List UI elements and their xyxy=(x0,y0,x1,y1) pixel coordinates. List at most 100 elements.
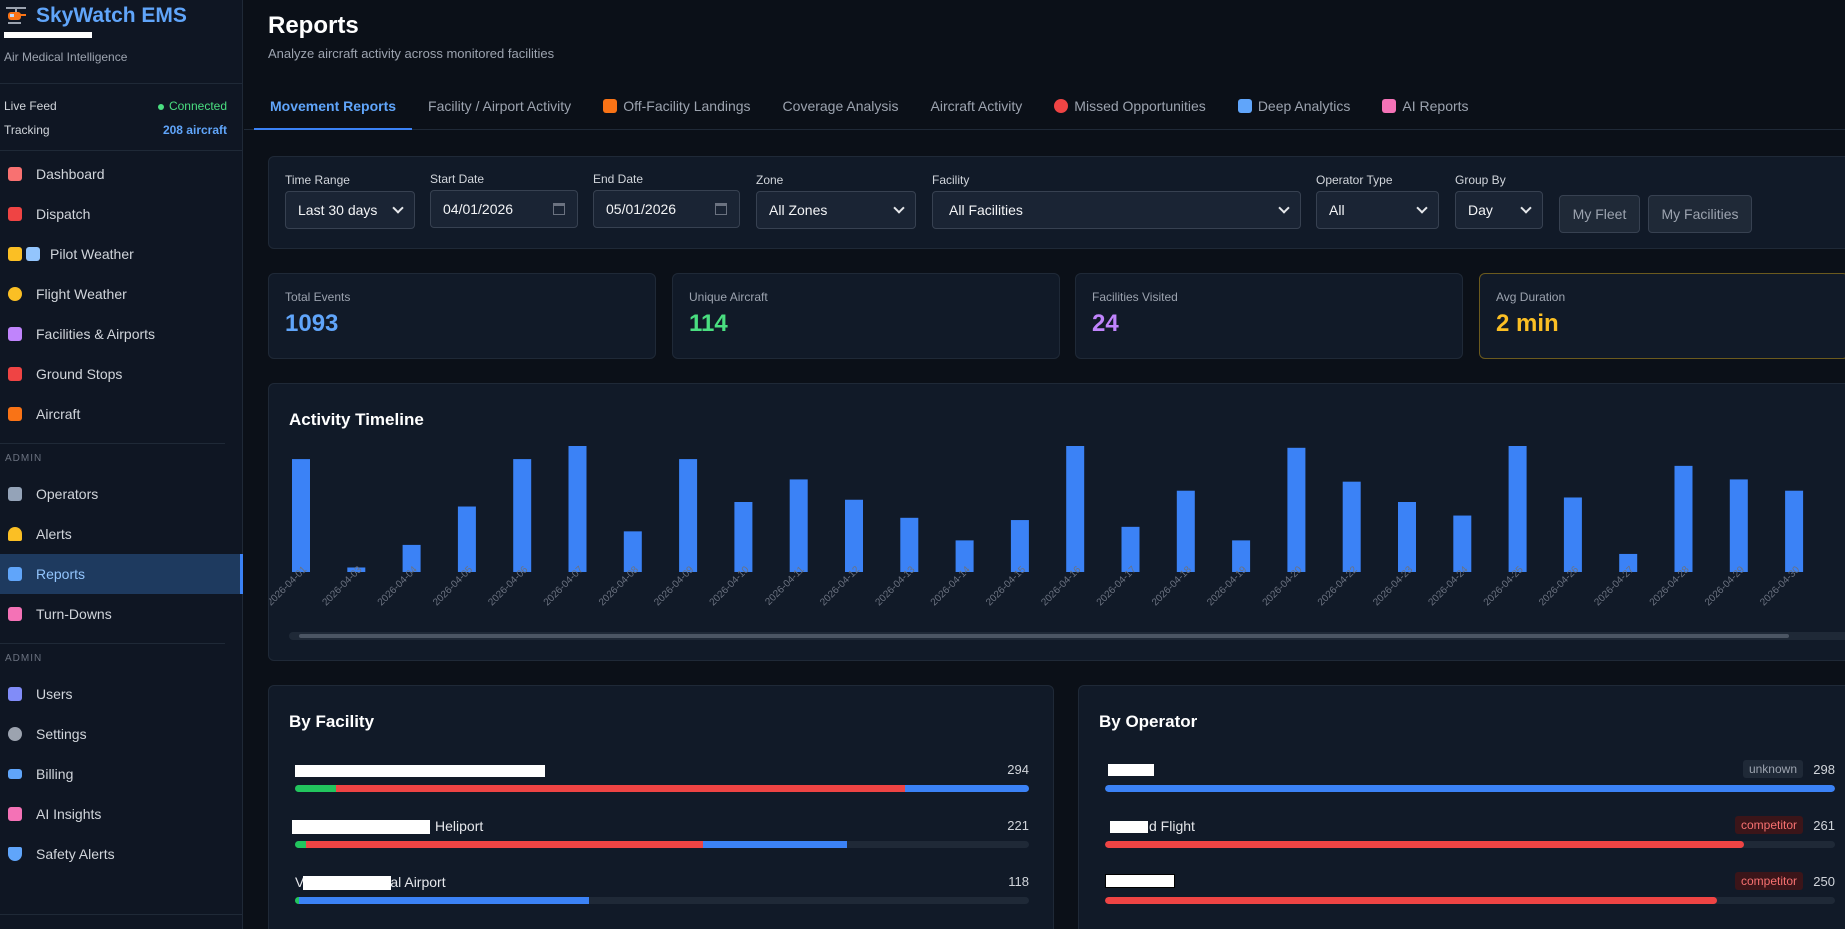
timeline-bar[interactable] xyxy=(1398,502,1416,572)
operator-row[interactable]: d Flight competitor 261 xyxy=(1105,816,1835,848)
timeline-bar[interactable] xyxy=(513,459,532,572)
timeline-tick-label: 2026-04-11 xyxy=(763,564,807,608)
operator-name-text: d Flight xyxy=(1149,818,1195,834)
timeline-bar[interactable] xyxy=(1066,446,1085,572)
nav-turn-downs[interactable]: Turn-Downs xyxy=(0,594,243,634)
timeline-bar[interactable] xyxy=(623,531,642,572)
timeline-bar[interactable] xyxy=(347,567,366,572)
tab-missed-opportunities[interactable]: Missed Opportunities xyxy=(1038,88,1222,130)
timeline-bar[interactable] xyxy=(292,459,310,572)
timeline-bar[interactable] xyxy=(1010,520,1029,572)
calendar-icon[interactable] xyxy=(715,203,727,215)
timeline-bar[interactable] xyxy=(679,459,698,572)
nav-safety-alerts[interactable]: Safety Alerts xyxy=(0,834,243,874)
timeline-bar[interactable] xyxy=(1729,479,1748,572)
timeline-bar[interactable] xyxy=(457,506,476,572)
nav-facilities[interactable]: Facilities & Airports xyxy=(0,314,243,354)
tab-label: Coverage Analysis xyxy=(782,98,899,114)
stat-label: Unique Aircraft xyxy=(689,290,768,304)
group-by-select[interactable]: Day xyxy=(1455,191,1543,229)
nav-billing[interactable]: Billing xyxy=(0,754,243,794)
connection-status: Live Feed Connected Tracking 208 aircraf… xyxy=(0,83,243,151)
nav-operators[interactable]: Operators xyxy=(0,474,243,514)
start-date-label: Start Date xyxy=(430,172,485,186)
scrollbar-thumb[interactable] xyxy=(299,634,1789,638)
tracking-label: Tracking xyxy=(4,123,50,137)
operator-row[interactable]: competitor 250 xyxy=(1105,872,1835,904)
nav-alerts[interactable]: Alerts xyxy=(0,514,243,554)
nav-pilot-weather[interactable]: Pilot Weather xyxy=(0,234,243,274)
timeline-bar[interactable] xyxy=(1453,515,1472,572)
stat-unique-aircraft: Unique Aircraft 114 xyxy=(672,273,1060,359)
tab-aircraft-activity[interactable]: Aircraft Activity xyxy=(915,88,1039,130)
facility-select[interactable]: All Facilities xyxy=(932,191,1301,229)
timeline-bar[interactable] xyxy=(402,544,421,572)
facility-count: 118 xyxy=(1008,874,1029,889)
timeline-bar[interactable] xyxy=(1563,497,1582,572)
nav-label: Flight Weather xyxy=(36,286,127,302)
brand[interactable]: SkyWatch EMS xyxy=(4,4,187,28)
time-range-select[interactable]: Last 30 days xyxy=(285,191,415,229)
nav-settings[interactable]: Settings xyxy=(0,714,243,754)
tab-ai-reports[interactable]: AI Reports xyxy=(1366,88,1484,130)
nav-reports[interactable]: Reports xyxy=(0,554,243,594)
nav-ai-insights[interactable]: AI Insights xyxy=(0,794,243,834)
facility-name xyxy=(295,762,1029,780)
tab-movement-reports[interactable]: Movement Reports xyxy=(254,88,413,130)
my-fleet-button[interactable]: My Fleet xyxy=(1559,195,1640,233)
timeline-bar[interactable] xyxy=(900,517,919,572)
timeline-bar[interactable] xyxy=(1232,540,1251,572)
timeline-bar[interactable] xyxy=(845,499,863,572)
tab-label: Movement Reports xyxy=(270,98,397,114)
zone-filter: Zone All Zones xyxy=(756,173,916,229)
timeline-bar[interactable] xyxy=(1121,526,1140,572)
bar-segment xyxy=(295,785,337,792)
trend-down-icon xyxy=(8,607,22,621)
chevron-down-icon xyxy=(1520,202,1532,214)
redacted-block xyxy=(1105,874,1175,888)
nav-dashboard[interactable]: Dashboard xyxy=(0,154,243,194)
tab-facility-airport-activity[interactable]: Facility / Airport Activity xyxy=(412,88,587,130)
tab-off-facility-landings[interactable]: Off-Facility Landings xyxy=(587,88,766,130)
timeline-bar[interactable] xyxy=(734,502,753,572)
timeline-bar[interactable] xyxy=(1785,490,1804,572)
timeline-bar[interactable] xyxy=(1674,465,1693,572)
start-date-input[interactable]: 04/01/2026 xyxy=(430,190,578,228)
main-content: Reports Analyze aircraft activity across… xyxy=(244,0,1845,929)
bar-segment xyxy=(299,897,590,904)
chevron-down-icon xyxy=(893,202,905,214)
tab-deep-analytics[interactable]: Deep Analytics xyxy=(1222,88,1367,130)
operator-row[interactable]: unknown 298 xyxy=(1105,760,1835,792)
nav-dispatch[interactable]: Dispatch xyxy=(0,194,243,234)
nav-flight-weather[interactable]: Flight Weather xyxy=(0,274,243,314)
operator-type-badge: competitor xyxy=(1734,816,1803,834)
report-tabs: Movement Reports Facility / Airport Acti… xyxy=(244,88,1845,130)
tab-coverage-analysis[interactable]: Coverage Analysis xyxy=(767,88,915,130)
timeline-bar[interactable] xyxy=(789,479,808,572)
activity-timeline-title: Activity Timeline xyxy=(289,410,424,429)
zone-select[interactable]: All Zones xyxy=(756,191,916,229)
timeline-tick-label: 2026-04-09 xyxy=(652,564,696,608)
bar-fill xyxy=(295,785,1029,792)
nav-aircraft[interactable]: Aircraft xyxy=(0,394,243,434)
my-facilities-button[interactable]: My Facilities xyxy=(1648,195,1752,233)
facility-row[interactable]: 294 xyxy=(295,762,1029,792)
end-date-input[interactable]: 05/01/2026 xyxy=(593,190,740,228)
timeline-bar[interactable] xyxy=(568,446,587,572)
timeline-bar[interactable] xyxy=(1287,447,1306,572)
timeline-bar[interactable] xyxy=(1619,553,1638,572)
timeline-bar[interactable] xyxy=(1508,446,1527,572)
facility-row[interactable]: Heliport 221 xyxy=(292,818,1029,848)
operator-type-select[interactable]: All xyxy=(1316,191,1439,229)
timeline-bar[interactable] xyxy=(955,540,974,572)
chart-scrollbar[interactable] xyxy=(289,632,1845,640)
timeline-bar[interactable] xyxy=(1176,490,1195,572)
app-subtitle: Air Medical Intelligence xyxy=(4,50,128,64)
timeline-bar[interactable] xyxy=(1342,481,1361,572)
nav-users[interactable]: Users xyxy=(0,674,243,714)
calendar-icon[interactable] xyxy=(553,203,565,215)
timeline-tick-label: 2026-04-15 xyxy=(984,564,1028,608)
nav-ground-stops[interactable]: Ground Stops xyxy=(0,354,243,394)
